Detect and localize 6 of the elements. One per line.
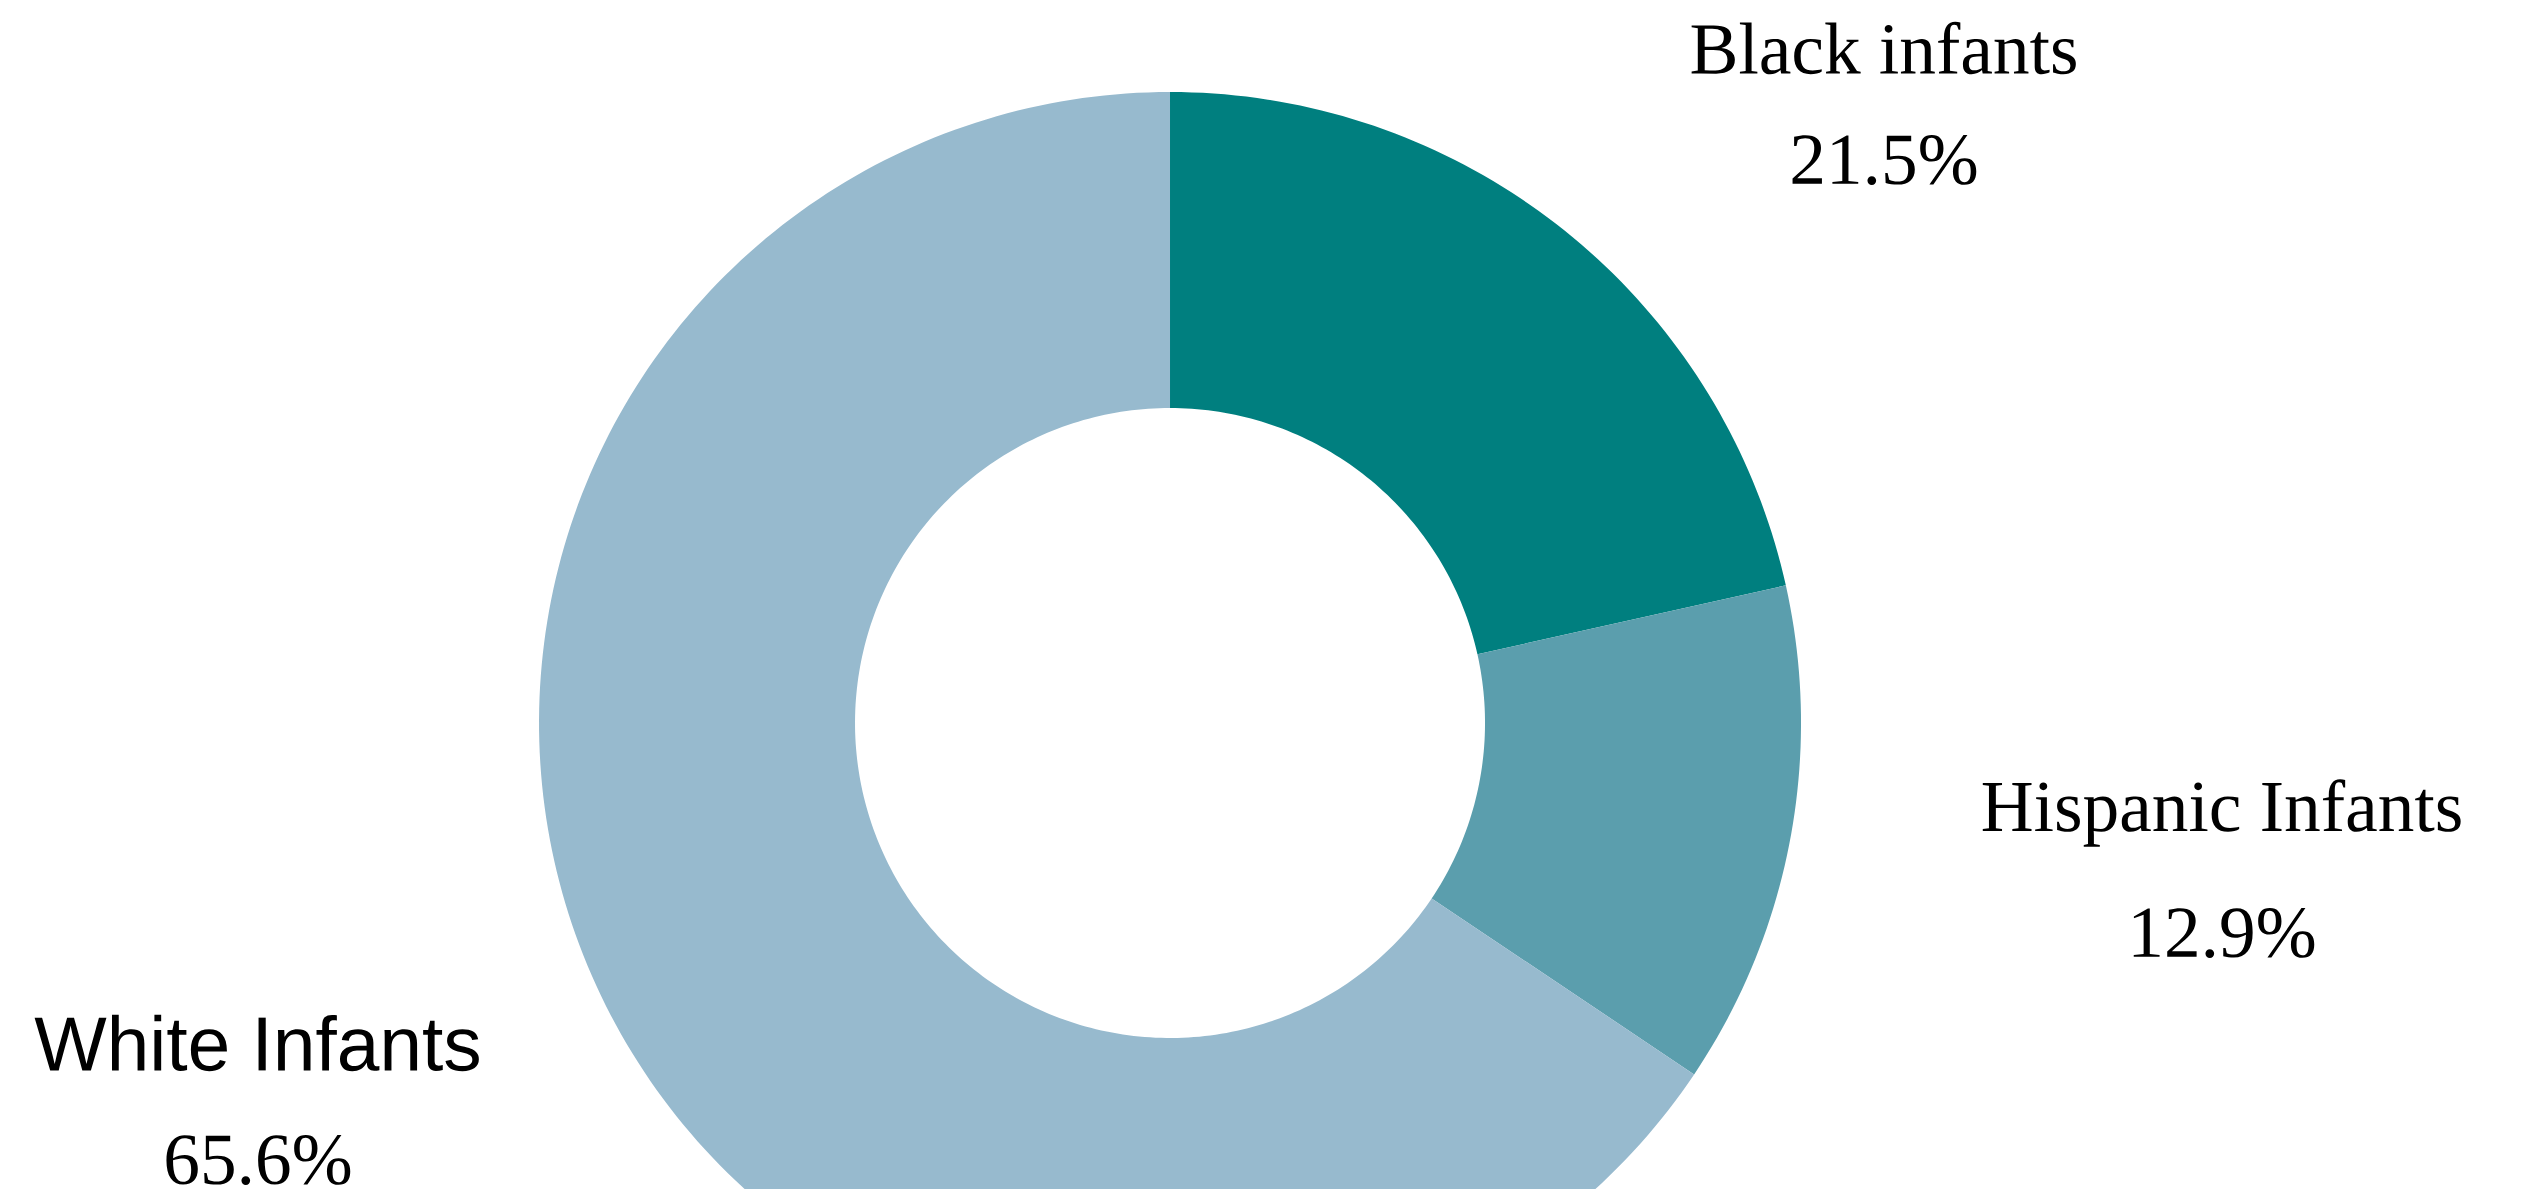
slice-label: White Infants	[34, 1014, 479, 1072]
data-label: 65.6%	[166, 1135, 351, 1185]
data-label: 12.9%	[2133, 908, 2315, 958]
slice-label: Black infants	[1691, 21, 2076, 75]
data-label: 21.5%	[1792, 135, 1977, 185]
slice-label: Hispanic Infants	[1982, 779, 2461, 847]
